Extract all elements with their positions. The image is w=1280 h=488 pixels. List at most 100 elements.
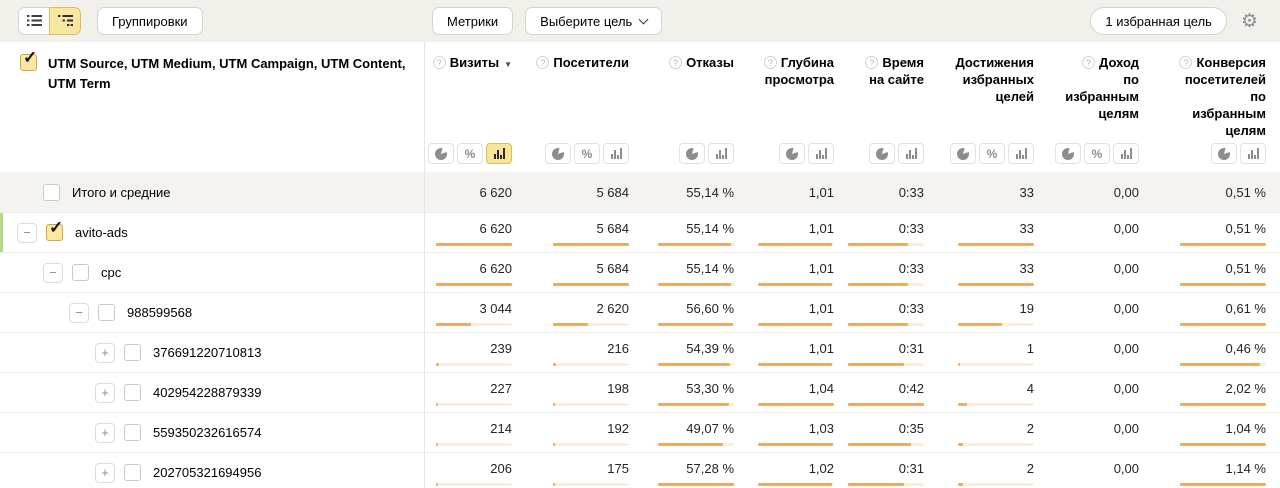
column-header-2[interactable]: Посетители <box>518 54 635 139</box>
row-checkbox[interactable] <box>124 464 141 481</box>
pie-toggle-button[interactable] <box>545 143 571 164</box>
row-checkbox[interactable] <box>124 424 141 441</box>
row-label[interactable]: avito-ads <box>75 225 128 240</box>
column-header-4[interactable]: Глубина просмотра <box>740 54 840 139</box>
collapse-button[interactable]: − <box>17 222 37 243</box>
pie-toggle-button[interactable] <box>1055 143 1081 164</box>
metric-cell: 0,00 <box>1040 333 1145 372</box>
column-header-5[interactable]: Время на сайте <box>840 54 930 139</box>
metric-cell: 0,00 <box>1040 253 1145 292</box>
goal-select-button[interactable]: Выберите цель <box>525 7 663 35</box>
row-checkbox[interactable] <box>72 264 89 281</box>
tree-view-button[interactable] <box>49 7 81 35</box>
pie-toggle-button[interactable] <box>950 143 976 164</box>
collapse-button[interactable]: − <box>69 302 89 323</box>
percent-toggle-button[interactable] <box>979 143 1005 164</box>
dimension-checkbox[interactable] <box>20 48 37 71</box>
row-name-cell: Итого и средние <box>0 172 425 212</box>
percent-toggle-button[interactable] <box>574 143 600 164</box>
column-header-3[interactable]: Отказы <box>635 54 740 139</box>
metric-cell: 1,01 <box>740 172 840 212</box>
metric-cell: 2 620 <box>518 293 635 332</box>
column-header-8[interactable]: Конверсия посетителей по избранным целям <box>1145 54 1280 139</box>
metric-cell: 53,30 % <box>635 373 740 412</box>
row-checkbox[interactable] <box>46 218 63 241</box>
sort-descending-icon <box>504 60 512 69</box>
column-header-1[interactable]: Визиты <box>425 54 518 139</box>
column-header-6[interactable]: Достижения избранных целей <box>930 54 1040 139</box>
percent-toggle-button[interactable] <box>1084 143 1110 164</box>
metric-cell: 2,02 % <box>1145 373 1280 412</box>
metric-value: 56,60 % <box>686 301 734 316</box>
metric-bar <box>758 243 834 246</box>
metric-value: 0,51 % <box>1225 261 1266 276</box>
metric-value: 54,39 % <box>686 341 734 356</box>
favorite-goal-button[interactable]: 1 избранная цель <box>1090 7 1227 35</box>
collapse-button[interactable]: − <box>43 262 63 283</box>
metric-bar <box>758 403 834 406</box>
row-label[interactable]: 559350232616574 <box>153 425 262 440</box>
bar-toggle-button[interactable] <box>708 143 734 164</box>
row-label[interactable]: cpc <box>101 265 122 280</box>
column-header-7[interactable]: Доход по избранным целям <box>1040 54 1145 139</box>
gear-icon[interactable] <box>1241 12 1258 31</box>
metric-value: 192 <box>607 421 629 436</box>
view-toggle-group <box>18 7 81 35</box>
metric-bar <box>658 483 734 486</box>
pie-toggle-button[interactable] <box>1211 143 1237 164</box>
metric-value: 0:33 <box>898 261 924 276</box>
metric-bar <box>848 483 924 486</box>
metric-cell: 0,00 <box>1040 293 1145 332</box>
metric-value: 1,04 <box>808 381 834 396</box>
bar-toggle-button[interactable] <box>1113 143 1139 164</box>
metric-value: 0,00 <box>1113 421 1139 436</box>
expand-button[interactable]: + <box>95 422 115 443</box>
row-name-cell: +559350232616574 <box>0 413 425 452</box>
row-label[interactable]: 402954228879339 <box>153 385 262 400</box>
groupings-button[interactable]: Группировки <box>97 7 203 35</box>
expand-button[interactable]: + <box>95 342 115 363</box>
expand-button[interactable]: + <box>95 382 115 403</box>
bar-toggle-button[interactable] <box>486 143 512 164</box>
row-label[interactable]: 988599568 <box>127 305 193 320</box>
metric-bar <box>658 243 734 246</box>
metric-value: 5 684 <box>596 261 629 276</box>
percent-toggle-button[interactable] <box>457 143 483 164</box>
pie-toggle-button[interactable] <box>679 143 705 164</box>
pie-toggle-button[interactable] <box>779 143 805 164</box>
metric-value: 198 <box>607 381 629 396</box>
list-view-button[interactable] <box>18 7 50 35</box>
metrics-button[interactable]: Метрики <box>432 7 514 35</box>
bar-toggle-button[interactable] <box>808 143 834 164</box>
metric-cell: 0,00 <box>1040 172 1145 212</box>
metric-cell: 1,04 % <box>1145 413 1280 452</box>
row-checkbox[interactable] <box>43 183 60 201</box>
bar-toggle-button[interactable] <box>1240 143 1266 164</box>
row-label[interactable]: Итого и средние <box>72 184 171 200</box>
expand-button[interactable]: + <box>95 462 115 483</box>
metric-bar <box>958 483 1034 486</box>
pie-toggle-button[interactable] <box>428 143 454 164</box>
pie-toggle-button[interactable] <box>869 143 895 164</box>
chart-toggle-group <box>425 143 518 164</box>
bar-toggle-button[interactable] <box>1008 143 1034 164</box>
chevron-down-icon <box>638 14 649 24</box>
metric-value: 55,14 % <box>686 221 734 236</box>
metric-cell: 0,51 % <box>1145 253 1280 292</box>
row-checkbox[interactable] <box>124 344 141 361</box>
row-checkbox[interactable] <box>98 304 115 321</box>
bar-toggle-button[interactable] <box>603 143 629 164</box>
row-label[interactable]: 376691220710813 <box>153 345 262 360</box>
row-checkbox[interactable] <box>124 384 141 401</box>
percent-icon <box>987 148 998 160</box>
pie-chart-icon <box>876 147 888 160</box>
metric-bar <box>658 443 734 446</box>
table-row: +559350232616574 214 192 49,07 % 1,03 0:35 2 0,… <box>0 412 1280 452</box>
row-label[interactable]: 202705321694956 <box>153 465 262 480</box>
metric-cell: 0,51 % <box>1145 213 1280 252</box>
metric-cell: 0,61 % <box>1145 293 1280 332</box>
metric-bar <box>553 403 629 406</box>
bar-toggle-button[interactable] <box>898 143 924 164</box>
column-header-label: Время на сайте <box>869 55 924 87</box>
metric-bar <box>658 323 734 326</box>
